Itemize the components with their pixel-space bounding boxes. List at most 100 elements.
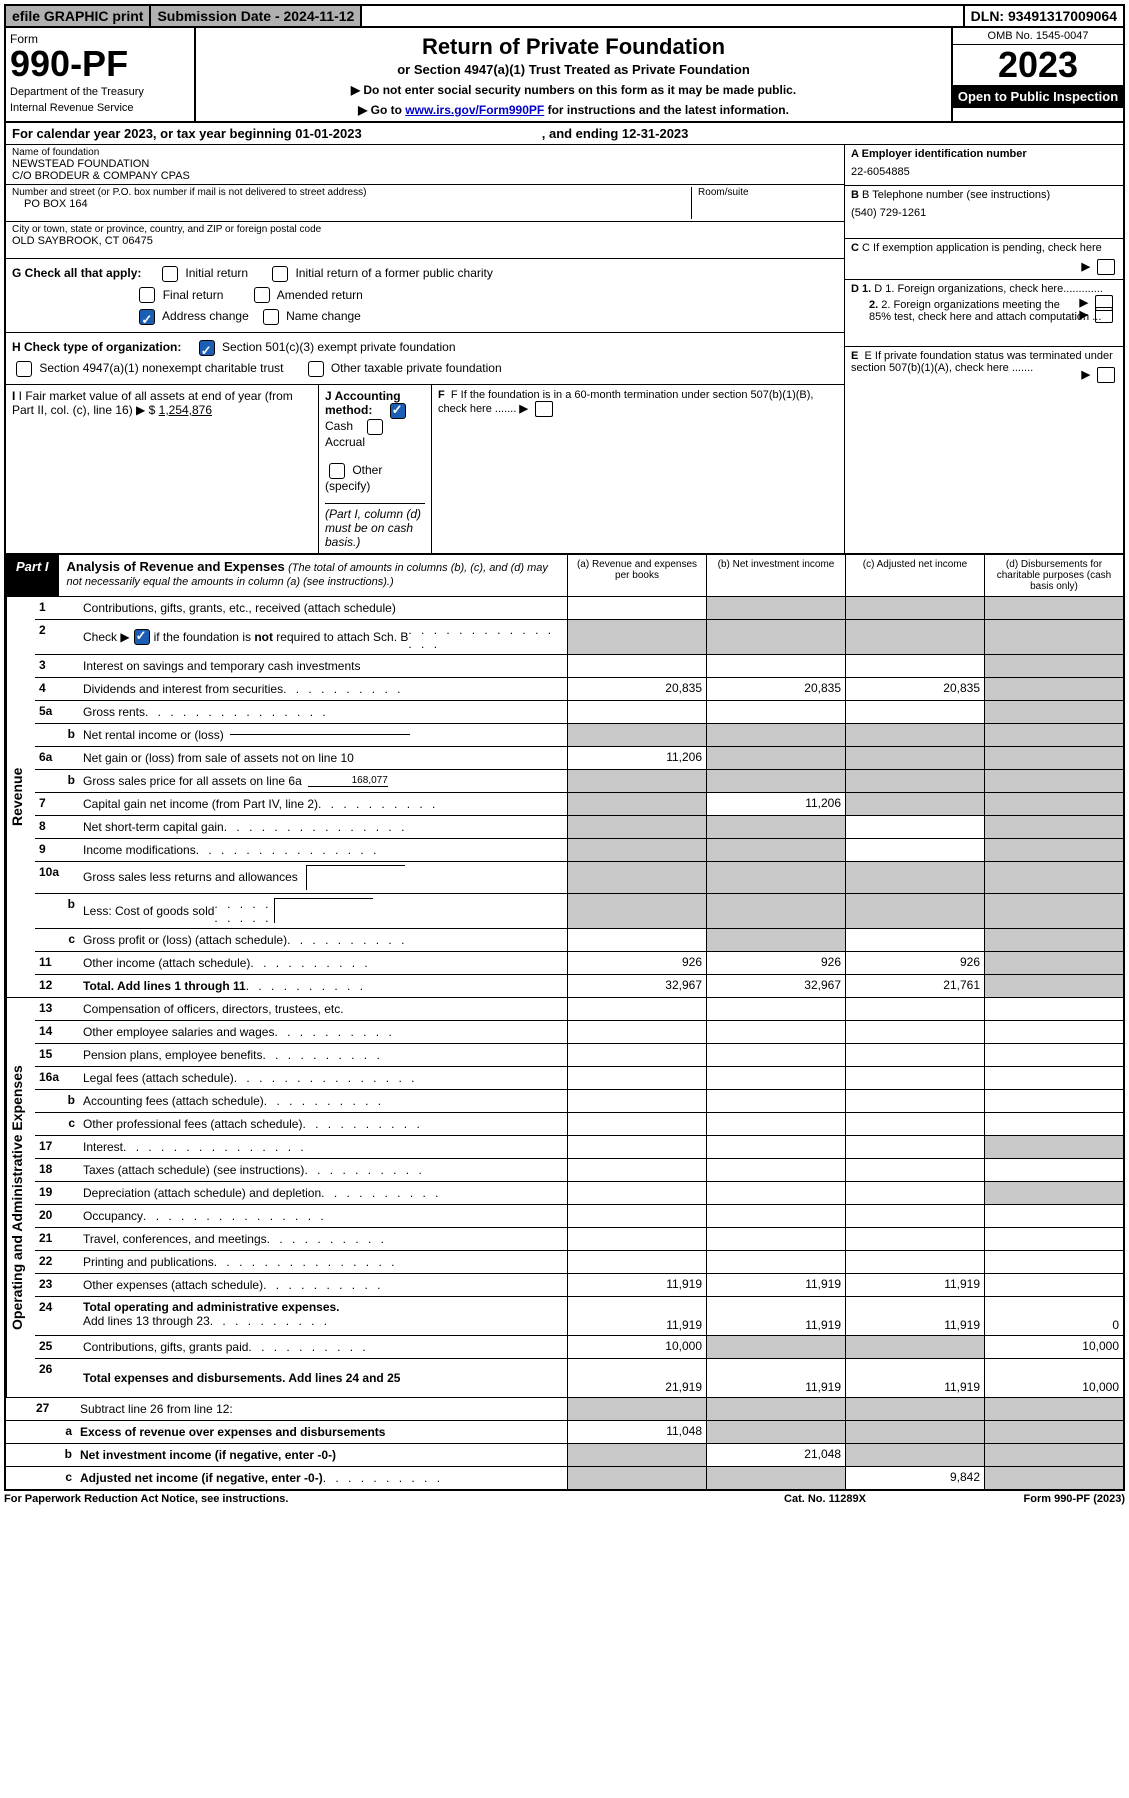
line-num: 10a [35, 862, 79, 893]
line-16a: 16a Legal fees (attach schedule). . . . … [35, 1067, 1123, 1090]
sub-box [306, 865, 405, 890]
cell-d [984, 678, 1123, 700]
line-num: b [35, 770, 79, 792]
phone-row: B B Telephone number (see instructions) … [845, 186, 1123, 239]
cell-c [845, 929, 984, 951]
line-19: 19 Depreciation (attach schedule) and de… [35, 1182, 1123, 1205]
cell-c: 20,835 [845, 678, 984, 700]
gross-sales-value: 168,077 [308, 775, 388, 787]
arrow-icon: ▶ [1081, 369, 1089, 381]
line-23: 23 Other expenses (attach schedule). . .… [35, 1274, 1123, 1297]
cell-c: 21,761 [845, 975, 984, 997]
form-subtitle: or Section 4947(a)(1) Trust Treated as P… [208, 62, 939, 77]
amended-return-checkbox[interactable] [254, 287, 270, 303]
expense-rows: 13 Compensation of officers, directors, … [35, 998, 1123, 1397]
irs-label: Internal Revenue Service [10, 102, 190, 114]
address-change-checkbox[interactable] [139, 309, 155, 325]
col-c-header: (c) Adjusted net income [845, 555, 984, 596]
arrow-icon: ▶ [1081, 261, 1089, 273]
d2-label: 2. Foreign organizations meeting the 85%… [869, 299, 1101, 323]
line-11: 11 Other income (attach schedule). . . .… [35, 952, 1123, 975]
initial-return-checkbox[interactable] [162, 266, 178, 282]
f-trail: ▶ [519, 403, 557, 415]
name-label: Name of foundation [12, 147, 838, 158]
foundation-name2: C/O BRODEUR & COMPANY CPAS [12, 170, 838, 182]
line-num: 4 [35, 678, 79, 700]
cell-b: 32,967 [706, 975, 845, 997]
other-method-checkbox[interactable] [329, 463, 345, 479]
schb-checkbox[interactable] [134, 629, 150, 645]
d2-checkbox[interactable] [1095, 307, 1113, 323]
c-trail: ▶ [1081, 259, 1119, 275]
cell-c [845, 597, 984, 619]
open-public: Open to Public Inspection [953, 85, 1123, 108]
f-section: F F If the foundation is in a 60-month t… [432, 385, 844, 553]
line-desc: Net gain or (loss) from sale of assets n… [83, 751, 354, 765]
foundation-name-row: Name of foundation NEWSTEAD FOUNDATION C… [6, 145, 844, 185]
c-label: C If exemption application is pending, c… [862, 242, 1102, 254]
cell-d [984, 816, 1123, 838]
cell-b [706, 724, 845, 746]
inst2-post: for instructions and the latest informat… [544, 103, 789, 117]
cell-b [706, 839, 845, 861]
line-27: 27 Subtract line 26 from line 12: [6, 1398, 1123, 1421]
cash-checkbox[interactable] [390, 403, 406, 419]
cell-c: 926 [845, 952, 984, 974]
nonexempt-checkbox[interactable] [16, 361, 32, 377]
cell-d [984, 701, 1123, 723]
g-label: G Check all that apply: [12, 266, 141, 280]
line-17: 17 Interest. . . . . . . . . . . . . . . [35, 1136, 1123, 1159]
final-return-checkbox[interactable] [139, 287, 155, 303]
tax-year: 2023 [953, 45, 1123, 85]
initial-former-checkbox[interactable] [272, 266, 288, 282]
line-25: 25 Contributions, gifts, grants paid. . … [35, 1336, 1123, 1359]
accrual-checkbox[interactable] [367, 419, 383, 435]
city-value: OLD SAYBROOK, CT 06475 [12, 235, 838, 247]
line2-post: if the foundation is not required to att… [154, 630, 409, 644]
header-left: Form 990-PF Department of the Treasury I… [6, 28, 196, 121]
c-checkbox[interactable] [1097, 259, 1115, 275]
j-section: J Accounting method: Cash Accrual Other … [319, 385, 432, 553]
form-header: Form 990-PF Department of the Treasury I… [4, 28, 1125, 123]
line-27c: c Adjusted net income (if negative, ente… [6, 1467, 1123, 1489]
line-24: 24 Total operating and administrative ex… [35, 1297, 1123, 1336]
other-taxable-label: Other taxable private foundation [331, 361, 502, 375]
cell-a [567, 724, 706, 746]
e-checkbox[interactable] [1097, 367, 1115, 383]
name-change-checkbox[interactable] [263, 309, 279, 325]
line-2: 2 Check ▶ if the foundation is not requi… [35, 620, 1123, 655]
g-section: G Check all that apply: Initial return I… [6, 259, 844, 333]
cell-c [845, 770, 984, 792]
line-16c: c Other professional fees (attach schedu… [35, 1113, 1123, 1136]
line-7: 7 Capital gain net income (from Part IV,… [35, 793, 1123, 816]
line-12: 12 Total. Add lines 1 through 11. . . . … [35, 975, 1123, 997]
inline-box [230, 734, 410, 735]
calendar-end: , and ending 12-31-2023 [542, 126, 689, 141]
i-prefix: ▶ $ [136, 403, 155, 417]
e-trail: ▶ [1081, 367, 1119, 383]
instruction-1: ▶ Do not enter social security numbers o… [208, 83, 939, 97]
line-num: 9 [35, 839, 79, 861]
expenses-side-label: Operating and Administrative Expenses [6, 998, 35, 1397]
part1-label: Part I [6, 555, 59, 596]
line-desc: Gross profit or (loss) (attach schedule) [83, 933, 287, 947]
cell-d [984, 894, 1123, 928]
part1-table: Part I Analysis of Revenue and Expenses … [4, 555, 1125, 1491]
cell-a [567, 793, 706, 815]
nonexempt-label: Section 4947(a)(1) nonexempt charitable … [39, 361, 283, 375]
page-footer: For Paperwork Reduction Act Notice, see … [4, 1491, 1125, 1507]
form-link[interactable]: www.irs.gov/Form990PF [405, 103, 544, 117]
inst2-pre: ▶ Go to [358, 103, 405, 117]
f-checkbox[interactable] [535, 401, 553, 417]
other-taxable-checkbox[interactable] [308, 361, 324, 377]
submission-date: Submission Date - 2024-11-12 [151, 6, 362, 26]
cell-b [706, 929, 845, 951]
line-desc: Gross sales price for all assets on line… [83, 774, 302, 788]
line-21: 21 Travel, conferences, and meetings. . … [35, 1228, 1123, 1251]
exempt-checkbox[interactable] [199, 340, 215, 356]
cell-b: 11,206 [706, 793, 845, 815]
room-label: Room/suite [698, 187, 838, 198]
efile-label[interactable]: efile GRAPHIC print [6, 6, 151, 26]
cell-a: 926 [567, 952, 706, 974]
line-27a: a Excess of revenue over expenses and di… [6, 1421, 1123, 1444]
